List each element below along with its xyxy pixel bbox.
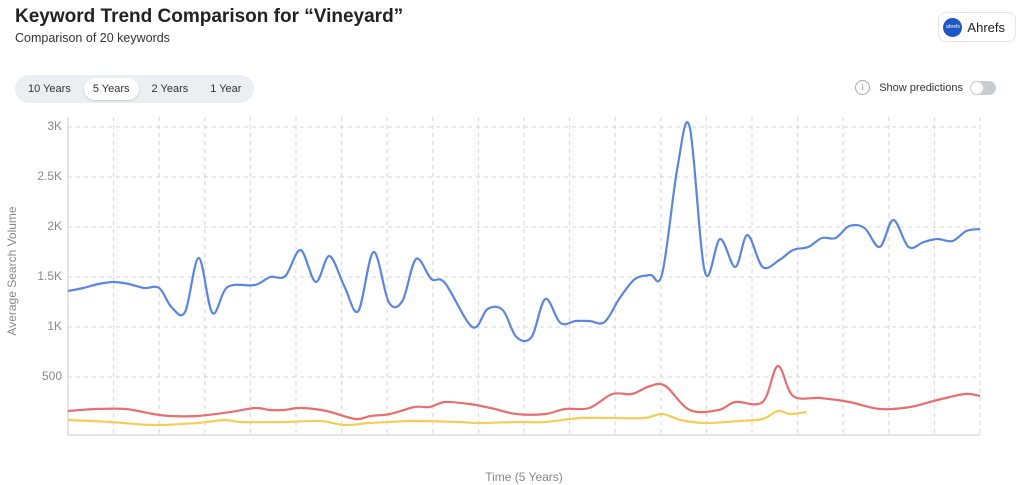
y-tick-label: 1K <box>47 319 62 333</box>
brand-name: Ahrefs <box>967 19 1005 35</box>
y-axis-label: Average Search Volume <box>5 206 19 336</box>
range-tab[interactable]: 1 Year <box>210 83 242 95</box>
brand-logo: ahrefs <box>943 17 963 37</box>
y-tick-label: 3K <box>47 119 62 133</box>
series-line <box>67 409 807 427</box>
series-line <box>67 121 981 343</box>
range-tab[interactable]: 10 Years <box>28 83 71 95</box>
predictions-control: i Show predictions <box>855 80 996 95</box>
range-tab[interactable]: 2 Years <box>151 83 189 95</box>
y-tick-label: 2.5K <box>37 169 62 183</box>
y-tick-label: 1.5K <box>37 269 62 283</box>
range-tab[interactable]: 5 Years <box>83 78 139 100</box>
range-tabs: 10 Years 5 Years 2 Years 1 Year <box>15 75 255 103</box>
info-icon[interactable]: i <box>855 80 871 95</box>
subtitle: Comparison of 20 keywords <box>15 31 170 45</box>
brand-badge[interactable]: ahrefs Ahrefs <box>938 12 1016 42</box>
x-axis-label: Time (5 Years) <box>485 470 563 484</box>
series-line <box>67 364 981 421</box>
predictions-toggle[interactable] <box>970 80 996 95</box>
predictions-label: Show predictions <box>879 81 963 94</box>
title: Keyword Trend Comparison for “Vineyard” <box>15 6 404 27</box>
y-tick-label: 2K <box>47 219 62 233</box>
y-tick-label: 500 <box>42 369 62 383</box>
